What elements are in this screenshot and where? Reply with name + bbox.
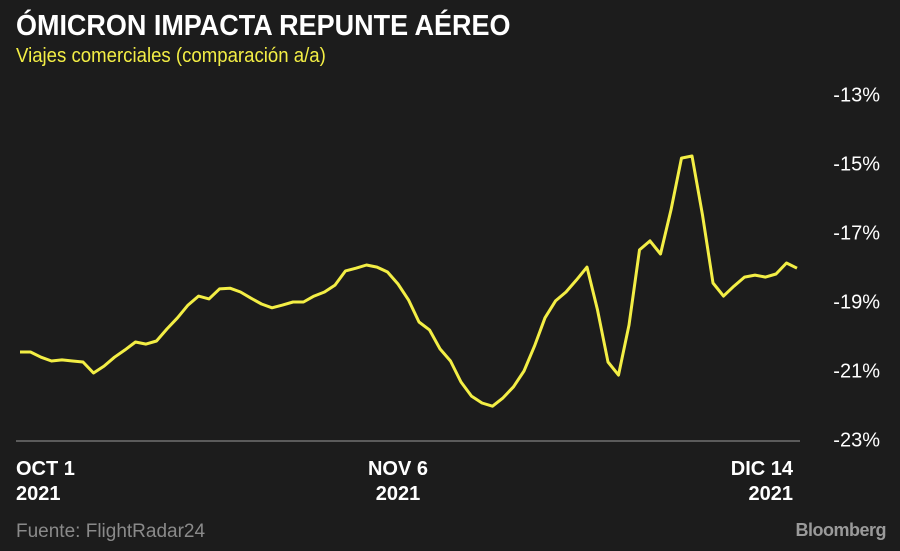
- y-tick-label: -23%: [833, 429, 880, 452]
- source-note: Fuente: FlightRadar24: [16, 521, 206, 542]
- brand: Bloomberg: [795, 520, 886, 540]
- data-line: [20, 154, 798, 408]
- x-tick-label: NOV 6 2021: [367, 458, 429, 505]
- chart-title: ÓMICRON IMPACTA REPUNTE AÉREO: [16, 10, 511, 42]
- y-tick-label: -13%: [833, 84, 880, 107]
- x-tick-label: DIC 14 2021: [730, 458, 793, 505]
- y-tick-label: -17%: [833, 222, 880, 245]
- chart-subtitle: Viajes comerciales (comparación a/a): [16, 45, 326, 67]
- y-tick-label: -19%: [833, 291, 880, 314]
- y-tick-label: -21%: [833, 360, 880, 383]
- x-tick-label: OCT 1 2021: [16, 458, 75, 505]
- y-tick-label: -15%: [833, 153, 880, 176]
